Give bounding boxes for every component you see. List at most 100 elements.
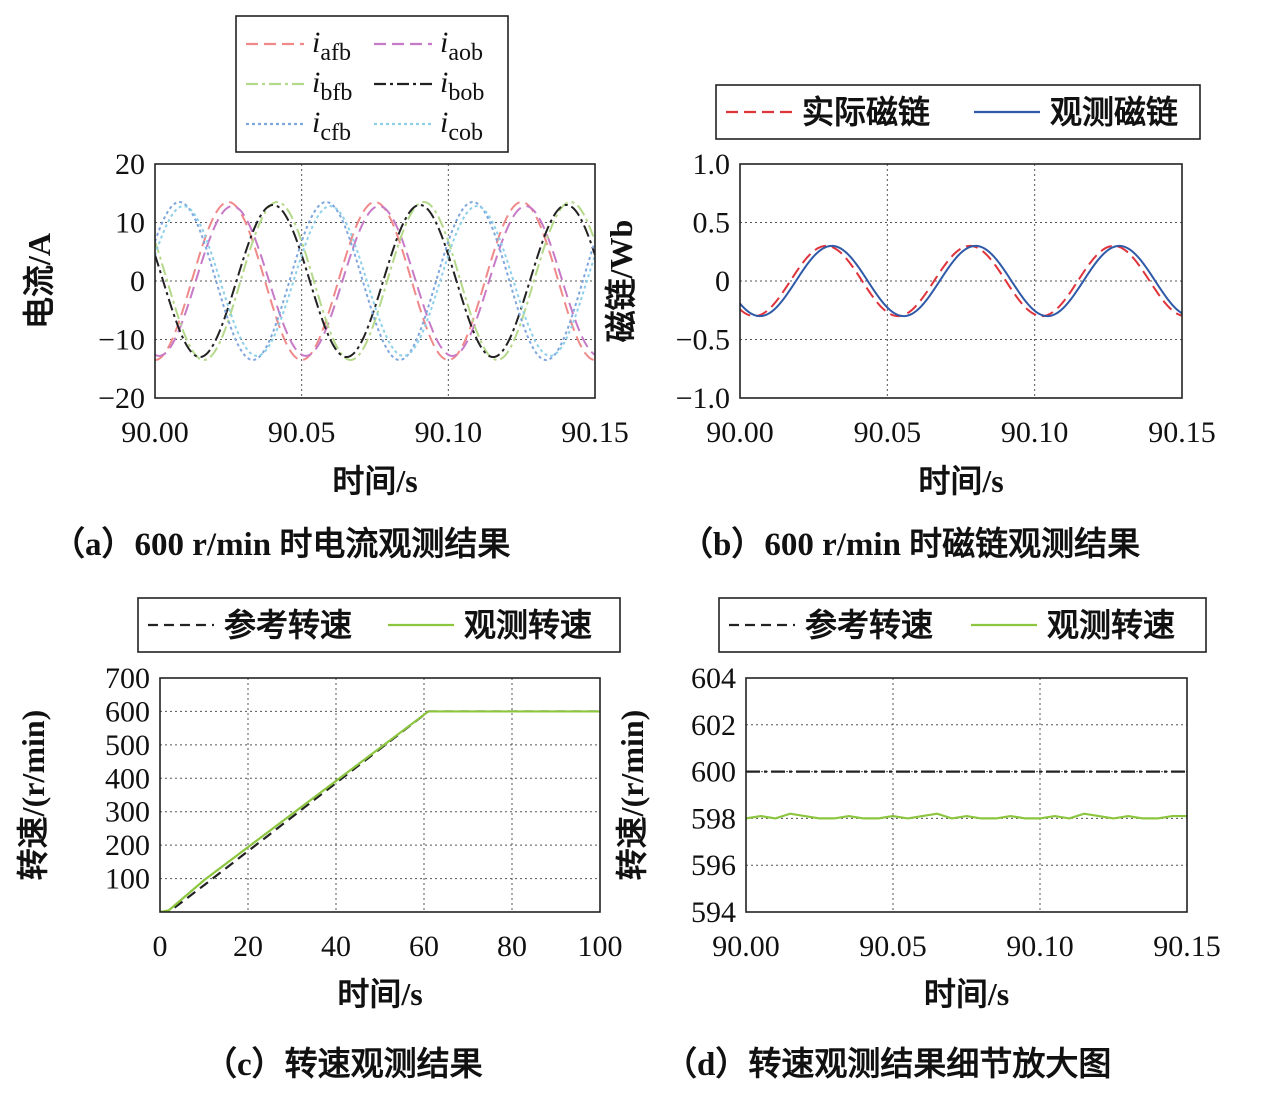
x-tick-label: 90.15 (1148, 416, 1216, 449)
series-line-0 (160, 710, 600, 912)
series-line-2 (155, 201, 595, 361)
legend-subscript: afb (320, 40, 351, 66)
y-tick-label: 500 (105, 729, 150, 762)
y-tick-label: −0.5 (676, 324, 730, 357)
legend-symbol: i (440, 66, 448, 99)
legend-symbol: i (312, 66, 320, 99)
legend-box (235, 15, 509, 153)
y-tick-label: 0 (715, 265, 730, 298)
y-tick-label: 0 (130, 265, 145, 298)
legend-box (715, 84, 1201, 140)
y-tick-label: 598 (691, 802, 736, 835)
y-tick-label: 10 (115, 207, 145, 240)
y-tick-label: 600 (105, 695, 150, 728)
y-tick-label: 596 (691, 849, 736, 882)
x-tick-label: 90.05 (859, 930, 927, 963)
y-tick-label: 700 (105, 662, 150, 695)
legend-symbol: i (440, 26, 448, 59)
x-tick-label: 80 (497, 930, 527, 963)
legend-label-0: 参考转速 (805, 607, 933, 643)
legend-label-4: icfb (312, 106, 351, 146)
legend-box (137, 597, 621, 653)
chart-3: 90.00 90.05 90.10 90.15 594 596 598 600 602 604 时间… (614, 597, 1221, 1083)
y-tick-label: 100 (105, 863, 150, 896)
legend-label-1: iaob (440, 26, 483, 66)
plot-frame (159, 677, 601, 913)
series-line-1 (155, 205, 595, 357)
x-tick-label: 90.00 (706, 416, 774, 449)
legend-subscript: bob (448, 80, 484, 106)
x-axis-label: 时间/s (918, 463, 1003, 499)
plot-area (746, 678, 1187, 912)
caption: （d）转速观测结果细节放大图 (664, 1045, 1111, 1083)
x-tick-label: 100 (578, 930, 623, 963)
y-tick-label: 0.5 (693, 207, 731, 240)
x-tick-label: 90.00 (121, 416, 189, 449)
x-tick-label: 90.00 (712, 930, 780, 963)
legend-label-0: 参考转速 (224, 607, 352, 643)
y-axis-label: 转速/(r/min) (614, 710, 650, 881)
series-line-4 (155, 201, 595, 361)
series-line-1 (740, 244, 1182, 318)
legend-label-0: iafb (312, 26, 351, 66)
y-tick-label: −1.0 (676, 382, 730, 415)
x-tick-label: 20 (233, 930, 263, 963)
legend: 参考转速 观测转速 (137, 597, 621, 653)
caption: （b）600 r/min 时磁链观测结果 (680, 526, 1140, 563)
x-tick-label: 60 (409, 930, 439, 963)
plot-frame (745, 677, 1188, 913)
y-tick-label: 604 (691, 662, 736, 695)
series-line-1 (160, 710, 600, 912)
legend-subscript: cob (448, 120, 483, 146)
legend-label-3: ibob (440, 66, 484, 106)
series-line-0 (740, 244, 1182, 318)
x-tick-label: 90.10 (1001, 416, 1069, 449)
caption: （a）600 r/min 时电流观测结果 (52, 526, 510, 563)
series-group (155, 201, 595, 361)
x-tick-label: 90.10 (1006, 930, 1074, 963)
plot-frame (154, 163, 596, 399)
y-tick-label: 602 (691, 709, 736, 742)
legend-label-0: 实际磁链 (802, 94, 930, 130)
y-tick-label: 600 (691, 756, 736, 789)
y-tick-label: 20 (115, 148, 145, 181)
series-group (160, 710, 600, 912)
x-tick-label: 90.05 (268, 416, 336, 449)
y-axis-label: 电流/A (21, 233, 57, 329)
series-line-5 (155, 205, 595, 357)
legend-label-5: icob (440, 106, 483, 146)
legend-symbol: i (312, 106, 320, 139)
y-axis-label: 磁链/Wb (603, 220, 639, 343)
y-tick-label: 300 (105, 796, 150, 829)
chart-2: 0 20 40 60 80 100100200300400500600700时间/s转速/… (15, 597, 623, 1083)
y-tick-label: −20 (98, 382, 145, 415)
x-tick-label: 0 (153, 930, 168, 963)
legend: 参考转速 观测转速 (718, 597, 1207, 653)
legend-label-1: 观测转速 (464, 607, 592, 643)
legend-label-1: 观测磁链 (1050, 94, 1178, 130)
plot-frame (739, 163, 1183, 399)
y-tick-label: 400 (105, 762, 150, 795)
legend-subscript: bfb (320, 80, 352, 106)
legend-box (718, 597, 1207, 653)
legend-label-2: ibfb (312, 66, 352, 106)
y-tick-label: 200 (105, 829, 150, 862)
x-axis-label: 时间/s (924, 976, 1009, 1012)
series-line-1 (746, 812, 1187, 820)
x-axis-label: 时间/s (332, 463, 417, 499)
legend-subscript: cfb (320, 120, 351, 146)
x-tick-label: 90.05 (854, 416, 922, 449)
legend-subscript: aob (448, 40, 483, 66)
legend-symbol: i (440, 106, 448, 139)
x-axis-label: 时间/s (337, 976, 422, 1012)
chart-0: 90.00 90.05 90.10 90.15 −20 −10 0 10 20 时间/s 电流/A i… (21, 15, 629, 563)
series-group (740, 244, 1182, 318)
caption: （c）转速观测结果 (204, 1046, 483, 1083)
plot-area (160, 678, 600, 912)
y-axis-label: 转速/(r/min) (15, 710, 51, 881)
x-tick-label: 40 (321, 930, 351, 963)
legend: 实际磁链 观测磁链 (715, 84, 1201, 140)
y-tick-label: 1.0 (693, 148, 731, 181)
legend-symbol: i (312, 26, 320, 59)
